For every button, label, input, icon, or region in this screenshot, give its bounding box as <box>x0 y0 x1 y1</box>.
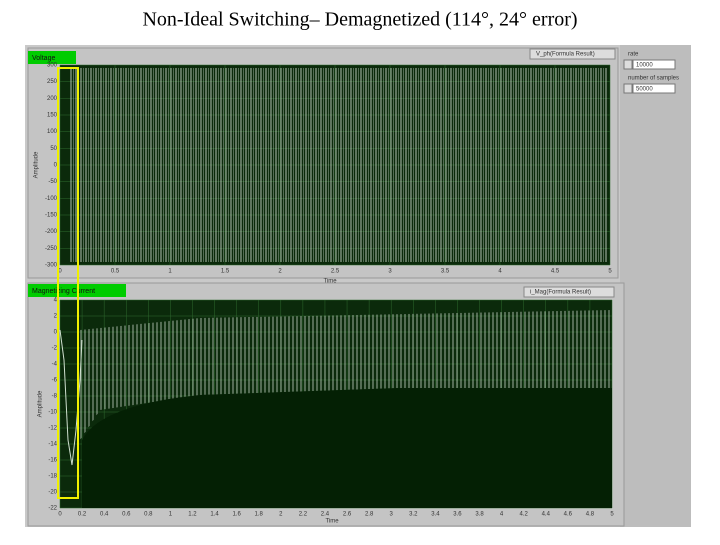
spin-button[interactable] <box>623 59 633 70</box>
x-axis-title: Time <box>323 279 337 285</box>
y-tick-label: -250 <box>45 246 58 252</box>
x-tick-label: 5 <box>608 269 612 275</box>
y-tick-label: -100 <box>45 196 58 202</box>
y-tick-label: 100 <box>47 129 58 135</box>
y-tick-label: 0 <box>54 330 58 336</box>
x-tick-label: 1.4 <box>210 512 219 518</box>
x-tick-label: 3.4 <box>431 512 440 518</box>
y-tick-label: -6 <box>52 378 58 384</box>
plot-legend: V_ph(Formula Result) <box>536 52 595 58</box>
x-tick-label: 1.6 <box>232 512 241 518</box>
x-tick-label: 1 <box>168 269 172 275</box>
x-tick-label: 0.6 <box>122 512 131 518</box>
numeric-input[interactable] <box>632 59 676 70</box>
y-tick-label: -14 <box>48 442 57 448</box>
x-tick-label: 3.8 <box>475 512 484 518</box>
x-tick-label: 1 <box>169 512 173 518</box>
y-tick-label: -10 <box>48 410 57 416</box>
control-value: 50000 <box>636 87 653 93</box>
x-tick-label: 5 <box>610 512 614 518</box>
y-tick-label: -18 <box>48 474 57 480</box>
x-tick-label: 0 <box>58 512 62 518</box>
y-tick-label: 0 <box>54 163 58 169</box>
plot-legend-box[interactable] <box>529 48 616 60</box>
waveform <box>80 310 612 440</box>
y-tick-label: -12 <box>48 426 57 432</box>
x-tick-label: 4.6 <box>564 512 573 518</box>
x-tick-label: 3.5 <box>441 269 450 275</box>
spin-button[interactable] <box>623 83 633 94</box>
x-tick-label: 2.5 <box>331 269 340 275</box>
y-tick-label: 150 <box>47 113 58 119</box>
x-tick-label: 3 <box>388 269 392 275</box>
x-tick-label: 1.2 <box>188 512 197 518</box>
y-tick-label: -50 <box>48 179 57 185</box>
x-tick-label: 4.8 <box>586 512 595 518</box>
y-tick-label: -22 <box>48 506 57 512</box>
x-tick-label: 3.6 <box>453 512 462 518</box>
x-tick-label: 2.6 <box>343 512 352 518</box>
x-tick-label: 4.5 <box>551 269 560 275</box>
controls-area <box>620 45 691 527</box>
x-tick-label: 2 <box>279 512 283 518</box>
x-tick-label: 2.8 <box>365 512 374 518</box>
x-tick-label: 1.8 <box>255 512 264 518</box>
y-tick-label: -16 <box>48 458 57 464</box>
x-tick-label: 4 <box>498 269 502 275</box>
y-tick-label: -20 <box>48 490 57 496</box>
graph-label: Voltage <box>32 55 55 62</box>
y-tick-label: -200 <box>45 229 58 235</box>
x-tick-label: 2.2 <box>299 512 308 518</box>
y-tick-label: 250 <box>47 79 58 85</box>
x-tick-label: 4.2 <box>520 512 529 518</box>
y-tick-label: -8 <box>52 394 58 400</box>
y-tick-label: -4 <box>52 362 58 368</box>
x-axis-title: Time <box>325 519 339 525</box>
plot-legend: i_Mag(Formula Result) <box>530 290 591 296</box>
y-axis-title: Amplitude <box>34 151 40 178</box>
x-tick-label: 0.5 <box>111 269 120 275</box>
y-tick-label: -2 <box>52 346 58 352</box>
control-label: rate <box>628 52 639 58</box>
graph-label: Magnetizing Current <box>32 288 95 295</box>
y-tick-label: 300 <box>47 63 58 69</box>
x-tick-label: 4.4 <box>542 512 551 518</box>
plot-legend-box[interactable] <box>523 286 615 298</box>
x-tick-label: 3 <box>390 512 394 518</box>
y-tick-label: 50 <box>50 146 57 152</box>
highlight-box <box>57 67 79 499</box>
x-tick-label: 0.2 <box>78 512 87 518</box>
graph-label-box <box>28 51 76 64</box>
y-axis-title: Amplitude <box>38 390 44 417</box>
x-tick-label: 0 <box>58 269 62 275</box>
x-tick-label: 4 <box>500 512 504 518</box>
y-tick-label: 200 <box>47 96 58 102</box>
y-tick-label: 2 <box>54 314 58 320</box>
slide-title: Non-Ideal Switching– Demagnetized (114°,… <box>142 9 577 31</box>
y-tick-label: -300 <box>45 263 58 269</box>
numeric-input[interactable] <box>632 83 676 94</box>
y-tick-label: -150 <box>45 213 58 219</box>
control-label: number of samples <box>628 76 679 82</box>
waveform <box>70 68 608 262</box>
x-tick-label: 2 <box>278 269 282 275</box>
x-tick-label: 2.4 <box>321 512 330 518</box>
x-tick-label: 1.5 <box>221 269 230 275</box>
x-tick-label: 0.8 <box>144 512 153 518</box>
waveform-envelope <box>82 388 612 508</box>
x-tick-label: 0.4 <box>100 512 109 518</box>
transient <box>59 329 83 466</box>
y-tick-label: 4 <box>54 298 58 304</box>
control-value: 10000 <box>636 63 653 69</box>
x-tick-label: 3.2 <box>409 512 418 518</box>
